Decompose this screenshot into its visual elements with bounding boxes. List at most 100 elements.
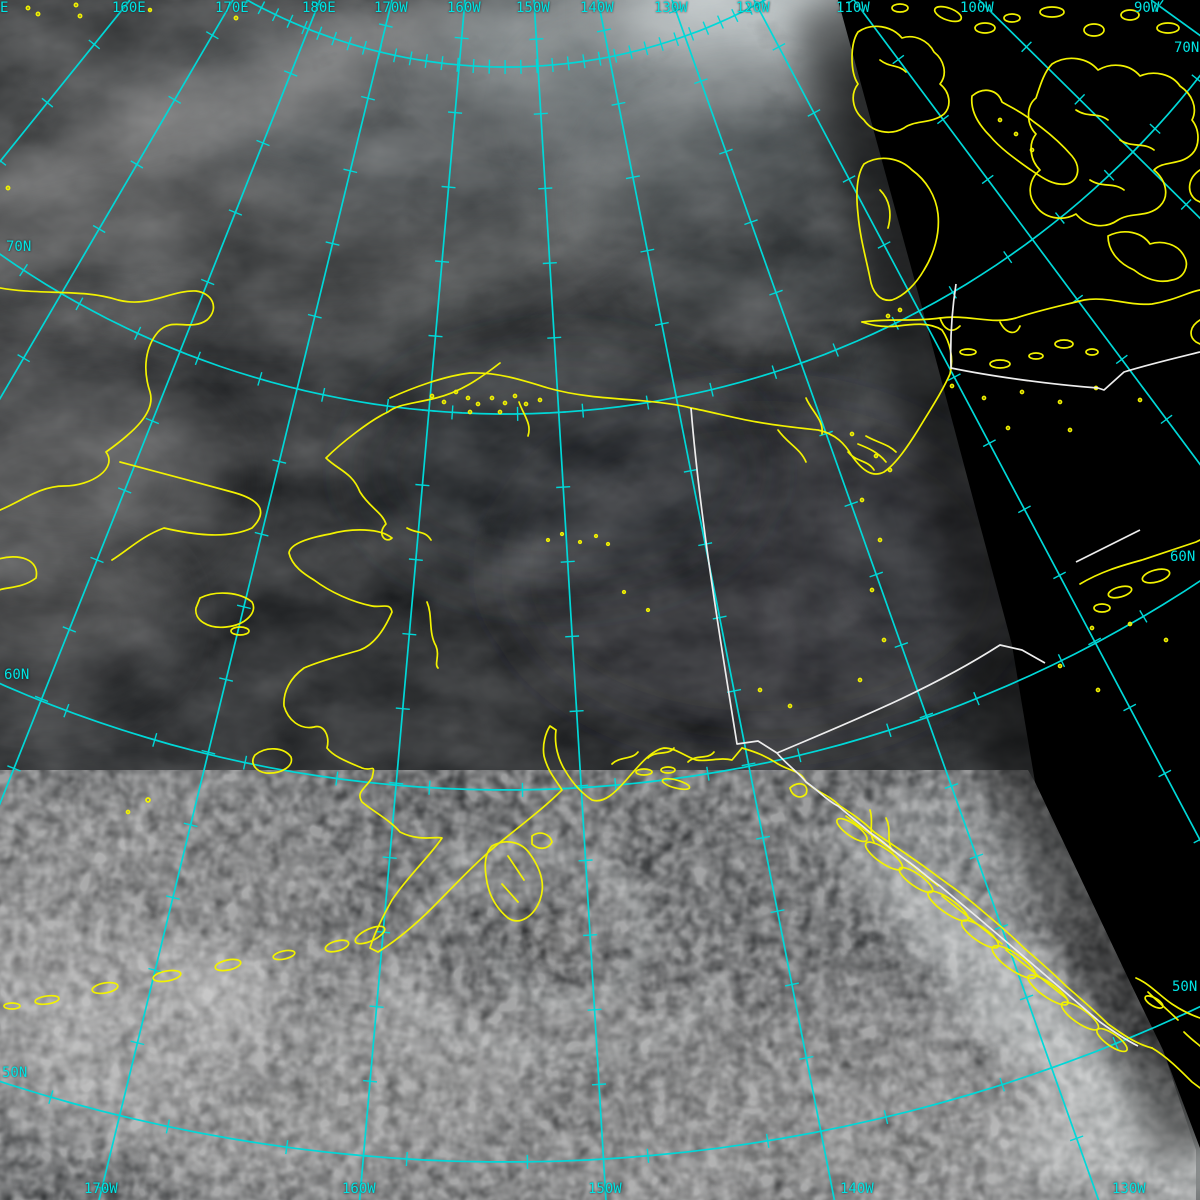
grid-line — [245, 0, 767, 68]
grid-line — [428, 334, 443, 338]
grid-line — [973, 691, 980, 706]
grid-line — [671, 0, 1100, 1200]
graticule-label-left-50N: 50N — [2, 1065, 28, 1081]
grid-line — [769, 289, 783, 296]
grid-line — [75, 297, 84, 311]
grid-line — [886, 723, 892, 738]
grid-line — [673, 32, 680, 47]
grid-line — [869, 571, 884, 578]
grid-line — [134, 326, 142, 340]
grid-line — [343, 168, 358, 174]
grid-line — [48, 1090, 54, 1104]
grid-line — [668, 7, 683, 14]
grid-line — [587, 1008, 602, 1011]
grid-line — [205, 31, 219, 40]
grid-line — [807, 108, 821, 117]
grid-line — [243, 0, 249, 7]
grid-line — [643, 41, 649, 56]
grid-line — [62, 626, 77, 633]
grid-line — [683, 468, 698, 473]
grid-line — [578, 859, 593, 862]
grid-line — [1154, 0, 1164, 12]
grid-line — [756, 835, 771, 840]
grid-line — [1019, 994, 1034, 1001]
grid-line — [1149, 123, 1161, 135]
grid-line — [709, 382, 714, 397]
grid-line — [1123, 703, 1137, 712]
grid-line — [1180, 199, 1192, 210]
graticule-label-top-160E: 160E — [112, 0, 146, 16]
grid-line — [1074, 93, 1086, 105]
grid-line — [981, 174, 994, 185]
grid-line — [784, 982, 799, 987]
coast-alaska-west — [283, 362, 743, 953]
grid-line — [765, 1133, 770, 1148]
grid-line — [441, 185, 456, 189]
grid-line — [257, 1, 266, 15]
grid-line — [271, 8, 280, 22]
grid-line — [316, 26, 323, 41]
grid-line — [408, 51, 413, 66]
grid-line — [88, 39, 101, 50]
grid-line — [363, 1079, 378, 1083]
grid-line — [402, 632, 417, 636]
grid-line — [529, 38, 544, 41]
grid-line — [325, 241, 340, 246]
grid-line — [712, 615, 727, 620]
grid-line — [761, 0, 768, 8]
grid-line — [1017, 505, 1031, 514]
grid-line — [591, 1083, 607, 1086]
grid-line — [628, 45, 633, 60]
grid-line — [1139, 610, 1148, 623]
graticule-label-bottom-150W: 150W — [588, 1181, 622, 1197]
grid-line — [301, 20, 308, 35]
grid-line — [130, 1040, 145, 1046]
grid-line — [944, 783, 959, 789]
grid-line — [254, 531, 269, 537]
grid-line — [542, 262, 557, 265]
grid-line — [1057, 653, 1066, 668]
grid-line — [688, 27, 695, 41]
grid-line — [165, 1119, 170, 1134]
grid-line — [148, 967, 163, 973]
grid-line — [719, 148, 733, 155]
grid-line — [256, 139, 270, 147]
grid-line — [130, 160, 144, 169]
yukon-river — [426, 601, 439, 669]
grid-line — [877, 241, 891, 249]
grid-line — [1053, 571, 1067, 580]
graticule-label-right-50N: 50N — [1172, 979, 1198, 995]
grid-line — [1112, 1036, 1119, 1051]
grid-line — [19, 263, 28, 277]
graticule-label-top-100W: 100W — [960, 0, 994, 16]
grid-line — [90, 556, 104, 564]
grid-line — [535, 59, 538, 74]
grid-line — [654, 321, 669, 326]
grid-line — [311, 0, 326, 8]
graticule-label-bottom-170W: 170W — [84, 1181, 118, 1197]
border-alaska-panhandle — [776, 752, 1139, 1047]
grid-line — [408, 558, 423, 561]
grid-line — [613, 48, 618, 63]
graticule-label-top-E: E — [0, 0, 9, 16]
grid-line — [706, 766, 710, 781]
grid-line — [378, 23, 393, 28]
grid-line — [145, 417, 160, 425]
grid-line — [919, 712, 934, 719]
graticule-label-right-60N: 60N — [1170, 549, 1196, 565]
coastline-overlay — [0, 2, 1200, 1089]
grid-line — [236, 604, 251, 610]
grid-line — [847, 0, 855, 5]
grid-line — [242, 755, 248, 770]
grid-line — [382, 856, 397, 859]
grid-line — [853, 0, 1200, 466]
grid-line — [1088, 637, 1102, 646]
grid-line — [346, 36, 352, 51]
island-nunivak — [252, 748, 293, 774]
grid-line — [625, 175, 640, 180]
grid-line — [551, 57, 554, 72]
grid-line — [454, 36, 469, 40]
coast-arctic — [389, 321, 953, 475]
grid-line — [1003, 251, 1013, 264]
